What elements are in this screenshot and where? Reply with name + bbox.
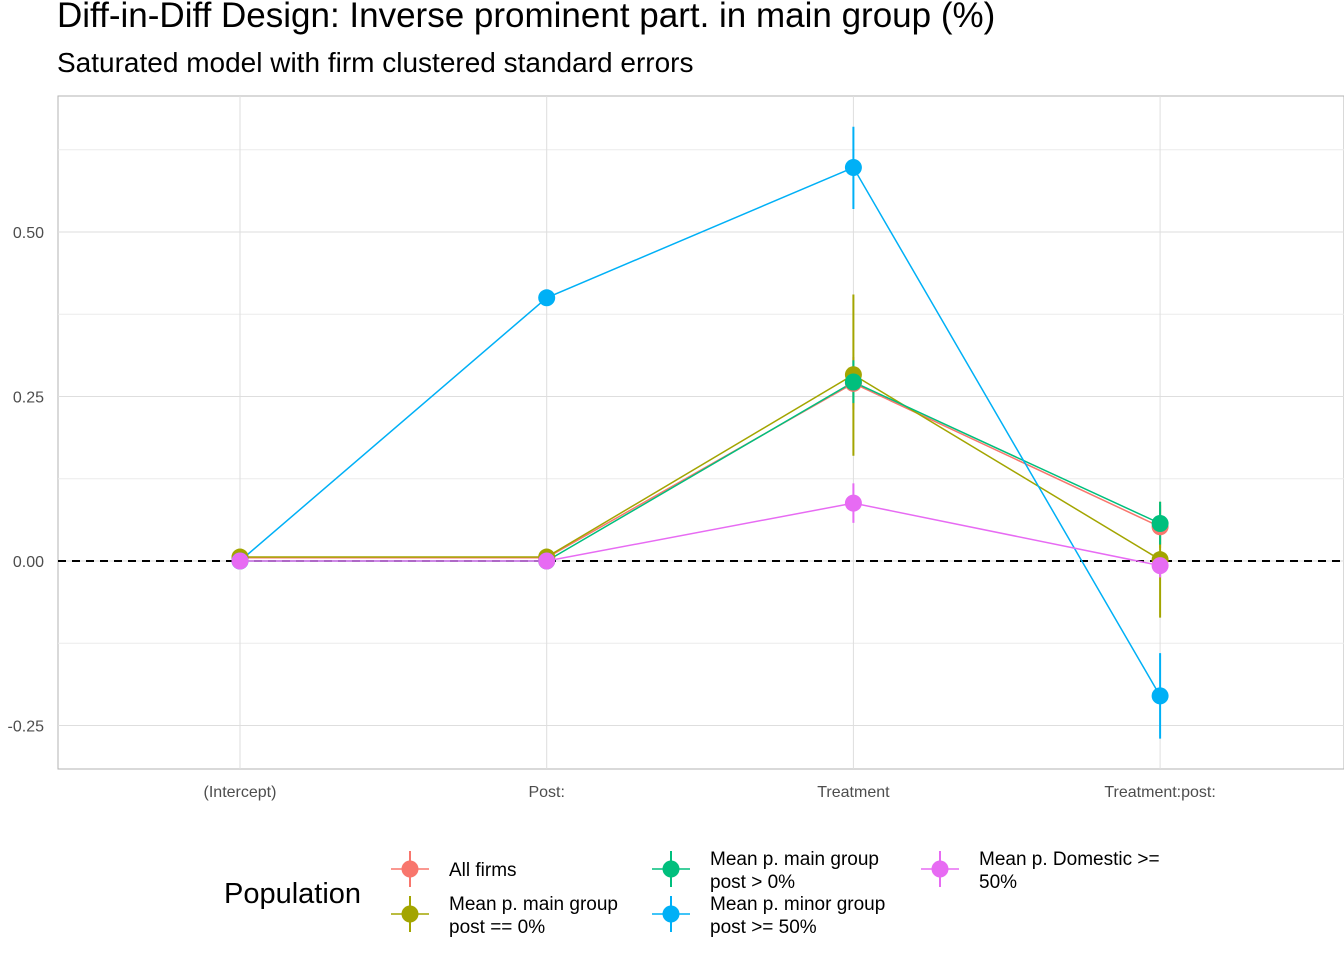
legend-key-point	[401, 860, 419, 878]
legend-label: post == 0%	[449, 917, 545, 938]
legend-label: post >= 50%	[710, 917, 817, 938]
x-tick-label: (Intercept)	[204, 784, 277, 801]
chart-subtitle: Saturated model with firm clustered stan…	[57, 47, 694, 78]
series-line	[240, 502, 1161, 567]
series-lines	[239, 166, 1161, 697]
data-point	[538, 552, 556, 570]
series-line	[240, 373, 1161, 561]
legend-label: 50%	[979, 872, 1017, 893]
y-tick-label: -0.25	[8, 719, 45, 736]
legend-key-point	[931, 860, 949, 878]
legend-key-point	[401, 905, 419, 923]
x-tick-label: Treatment	[817, 784, 890, 801]
data-point	[844, 159, 862, 177]
x-tick-label: Treatment:post:	[1104, 784, 1215, 801]
data-point	[844, 373, 862, 391]
data-point	[844, 494, 862, 512]
legend-label: Mean p. main group	[449, 894, 618, 915]
data-point	[1151, 557, 1169, 575]
panel-border	[57, 95, 1344, 770]
legend-label: Mean p. minor group	[710, 894, 885, 915]
legend-key-point	[662, 905, 680, 923]
data-point	[1151, 514, 1169, 532]
y-tick-label: 0.50	[13, 225, 44, 242]
legend-label: All firms	[449, 860, 517, 881]
x-tick-label: Post:	[528, 784, 564, 801]
data-point	[1151, 687, 1169, 705]
series-line	[239, 166, 1161, 697]
legend-key-point	[662, 860, 680, 878]
legend-label: post > 0%	[710, 872, 795, 893]
legend-label: Mean p. main group	[710, 849, 879, 870]
legend-label: Mean p. Domestic >=	[979, 849, 1160, 870]
y-tick-label: 0.00	[13, 554, 44, 571]
y-tick-label: 0.25	[13, 390, 44, 407]
series-line	[240, 381, 1161, 562]
data-point	[538, 289, 556, 307]
axes: -0.25 0.00 0.25 0.50 (Intercept) Post: Treatme…	[8, 225, 1216, 801]
series-points	[231, 159, 1169, 705]
chart-title: Diff-in-Diff Design: Inverse prominent p…	[57, 0, 996, 35]
grid	[57, 95, 1344, 770]
data-point	[231, 552, 249, 570]
legend-title: Population	[224, 878, 361, 910]
